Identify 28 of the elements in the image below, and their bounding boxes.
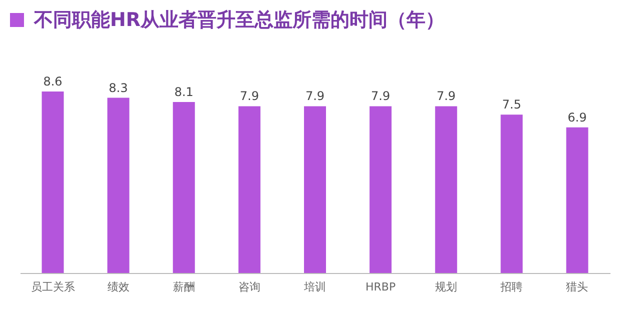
x-tick-label: 薪酬 [172,280,195,294]
data-label: 6.9 [568,110,587,124]
x-tick-label: 猎头 [566,280,588,294]
bar [304,106,326,273]
bar [238,106,260,273]
chart-title: 不同职能HR从业者晋升至总监所需的时间（年） [34,8,445,33]
data-label: 7.9 [436,89,456,104]
x-tick-label: 招聘 [500,280,523,294]
x-tick-label: 咨询 [238,280,260,294]
bar [566,127,588,273]
bar [370,106,392,273]
data-label: 7.5 [502,98,522,112]
data-label: 8.6 [43,74,62,88]
data-label: 7.9 [371,89,390,104]
data-label: 8.1 [174,85,194,99]
x-tick-label: 规划 [435,280,458,294]
bar [500,114,523,273]
x-tick-label: HRBP [366,280,396,294]
x-tick-label: 员工关系 [30,280,75,294]
bar [42,91,64,273]
bar [107,98,130,273]
bar [172,102,195,273]
x-tick-label: 绩效 [107,280,130,294]
x-tick-label: 培训 [303,280,326,294]
bar [435,106,458,273]
data-label: 8.3 [108,80,128,95]
data-label: 7.9 [305,89,325,104]
data-label: 7.9 [240,89,259,104]
